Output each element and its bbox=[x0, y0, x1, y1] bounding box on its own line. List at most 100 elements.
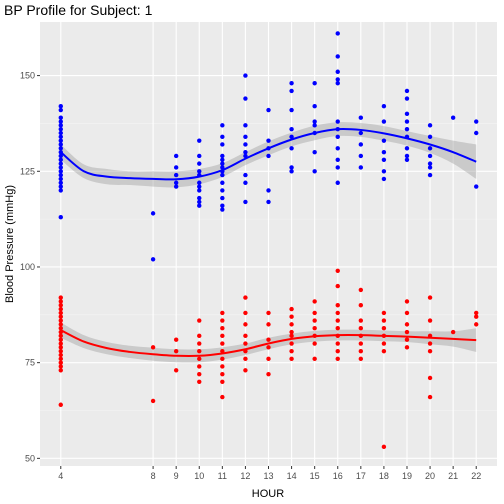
data-point bbox=[358, 130, 364, 136]
data-point bbox=[243, 356, 248, 362]
data-point bbox=[335, 318, 340, 323]
data-point bbox=[58, 306, 63, 312]
x-tick-label: 9 bbox=[174, 471, 179, 481]
data-point bbox=[474, 314, 479, 319]
smooth-curve-2 bbox=[60, 329, 477, 358]
data-point bbox=[58, 326, 63, 331]
data-point bbox=[289, 81, 294, 86]
data-point bbox=[173, 153, 179, 159]
data-point bbox=[243, 333, 248, 339]
y-tick-label: 50 bbox=[25, 453, 35, 463]
data-point bbox=[58, 337, 63, 342]
data-point bbox=[197, 333, 202, 339]
data-point bbox=[220, 310, 225, 316]
data-point bbox=[427, 146, 433, 151]
data-point bbox=[58, 123, 63, 128]
data-point bbox=[58, 161, 63, 166]
data-point bbox=[58, 352, 63, 358]
data-point bbox=[427, 348, 433, 354]
data-point bbox=[243, 341, 248, 346]
data-point bbox=[243, 322, 248, 327]
data-point bbox=[404, 126, 410, 132]
data-point bbox=[289, 356, 294, 362]
data-point bbox=[266, 322, 271, 327]
data-point bbox=[266, 310, 271, 316]
data-point bbox=[220, 142, 225, 147]
grid-lines bbox=[40, 22, 497, 466]
data-point bbox=[335, 348, 340, 354]
data-point bbox=[243, 73, 248, 78]
data-point bbox=[381, 310, 387, 316]
data-point bbox=[404, 111, 410, 117]
data-point bbox=[335, 157, 340, 162]
data-point bbox=[220, 371, 225, 377]
data-point bbox=[335, 134, 340, 140]
data-point bbox=[358, 287, 364, 293]
data-point bbox=[58, 364, 63, 369]
x-tick-label: 18 bbox=[379, 471, 389, 481]
x-tick-label: 11 bbox=[218, 471, 227, 481]
data-point bbox=[335, 81, 340, 86]
data-point bbox=[58, 176, 63, 182]
data-point bbox=[173, 337, 179, 342]
data-point bbox=[197, 161, 202, 166]
data-point bbox=[220, 134, 225, 140]
data-point bbox=[220, 379, 225, 384]
data-point bbox=[289, 88, 294, 94]
data-point bbox=[427, 123, 433, 128]
data-point bbox=[220, 364, 225, 369]
data-point bbox=[289, 333, 294, 339]
data-point bbox=[427, 165, 433, 170]
data-point bbox=[266, 107, 271, 113]
data-point bbox=[58, 126, 63, 132]
data-point bbox=[381, 176, 387, 182]
data-point bbox=[358, 326, 364, 331]
data-point bbox=[427, 161, 433, 166]
data-point bbox=[335, 165, 340, 170]
data-point bbox=[197, 356, 202, 362]
data-point bbox=[243, 149, 248, 155]
x-tick-label: 8 bbox=[151, 471, 156, 481]
data-point bbox=[220, 123, 225, 128]
x-axis-title: HOUR bbox=[252, 488, 284, 500]
data-point bbox=[312, 341, 317, 346]
data-point bbox=[58, 402, 63, 407]
data-point bbox=[312, 81, 317, 86]
data-point bbox=[358, 318, 364, 323]
data-point bbox=[474, 130, 479, 136]
data-point bbox=[404, 345, 410, 350]
data-point bbox=[197, 195, 202, 201]
data-points bbox=[58, 31, 479, 450]
data-point bbox=[220, 341, 225, 346]
data-point bbox=[335, 356, 340, 362]
data-point bbox=[220, 161, 225, 166]
data-point bbox=[58, 138, 63, 143]
data-point bbox=[381, 138, 387, 143]
data-point bbox=[220, 348, 225, 354]
data-point bbox=[474, 119, 479, 124]
data-point bbox=[312, 169, 317, 174]
data-point bbox=[243, 134, 248, 140]
y-tick-label: 150 bbox=[20, 71, 35, 81]
data-point bbox=[197, 153, 202, 159]
data-point bbox=[289, 329, 294, 335]
data-point bbox=[220, 207, 225, 212]
data-point bbox=[58, 134, 63, 140]
data-point bbox=[289, 322, 294, 327]
data-point bbox=[474, 322, 479, 327]
data-point bbox=[58, 356, 63, 362]
data-point bbox=[58, 303, 63, 308]
data-point bbox=[266, 138, 271, 143]
data-point bbox=[289, 126, 294, 132]
data-point bbox=[335, 31, 340, 36]
data-point bbox=[220, 394, 225, 400]
data-point bbox=[58, 130, 63, 136]
y-tick-label: 100 bbox=[20, 262, 35, 272]
data-point bbox=[381, 341, 387, 346]
data-point bbox=[404, 153, 410, 159]
data-point bbox=[335, 119, 340, 124]
data-point bbox=[243, 180, 248, 185]
data-point bbox=[266, 188, 271, 193]
data-point bbox=[173, 368, 179, 373]
data-point bbox=[220, 157, 225, 162]
